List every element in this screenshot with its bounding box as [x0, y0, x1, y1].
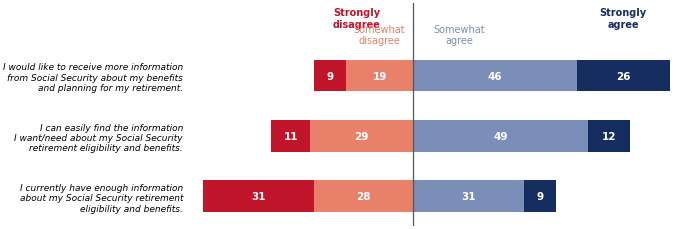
Text: 31: 31	[251, 191, 266, 201]
Bar	[271, 121, 310, 152]
Text: 26: 26	[616, 71, 630, 81]
Text: 31: 31	[461, 191, 476, 201]
Bar	[413, 181, 524, 212]
Bar	[313, 181, 413, 212]
Text: Somewhat
disagree: Somewhat disagree	[354, 25, 406, 46]
Bar	[204, 181, 313, 212]
Text: 29: 29	[354, 131, 369, 141]
Bar	[587, 121, 630, 152]
Text: Strongly
disagree: Strongly disagree	[333, 8, 380, 30]
Text: 49: 49	[493, 131, 507, 141]
Text: 9: 9	[326, 71, 333, 81]
Bar	[413, 121, 587, 152]
Bar	[577, 61, 669, 92]
Text: 9: 9	[536, 191, 543, 201]
Text: 11: 11	[283, 131, 298, 141]
Text: 46: 46	[488, 71, 503, 81]
Text: 19: 19	[372, 71, 387, 81]
Bar	[346, 61, 413, 92]
Bar	[310, 121, 413, 152]
Text: 28: 28	[357, 191, 371, 201]
Text: Strongly
agree: Strongly agree	[600, 8, 647, 30]
Bar	[313, 61, 346, 92]
Text: Somewhat
agree: Somewhat agree	[434, 25, 485, 46]
Bar	[524, 181, 556, 212]
Text: 12: 12	[602, 131, 616, 141]
Bar	[413, 61, 577, 92]
